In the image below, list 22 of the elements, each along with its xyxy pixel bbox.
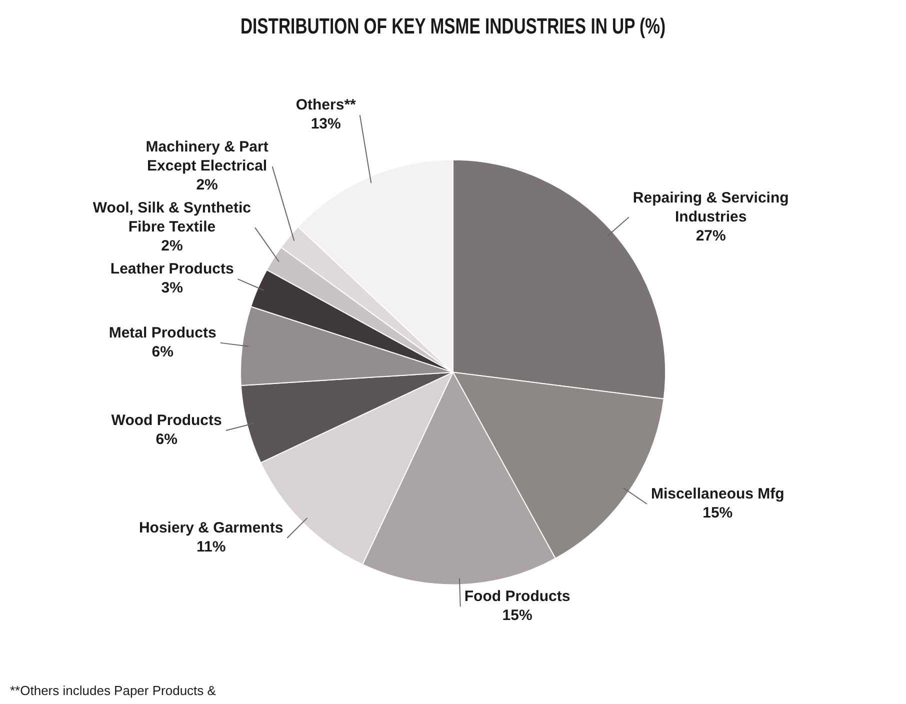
data-label: 13% — [310, 116, 341, 133]
data-label: 15% — [702, 504, 733, 522]
slice-label: Wool, Silk & Synthetic Fibre Textile — [92, 200, 252, 236]
data-label: 2% — [161, 238, 183, 255]
slice-label: Hosiery & Garments — [138, 520, 284, 537]
slice-label: Machinery & Part Except Electrical — [146, 138, 268, 175]
data-label: 27% — [696, 227, 726, 244]
slice-label: Wood Products — [111, 412, 222, 430]
slice-label: Others** — [296, 96, 356, 114]
data-label: 6% — [156, 431, 178, 448]
data-label: 15% — [502, 607, 532, 624]
slice-label: Repairing & Servicing Industries — [632, 189, 789, 226]
slice-label: Metal Products — [108, 324, 216, 342]
slice-label: Miscellaneous Mfg — [650, 486, 784, 503]
slice-label: Food Products — [464, 588, 570, 606]
slice-label: Leather Products — [110, 260, 234, 278]
data-label: 11% — [196, 538, 226, 556]
data-label: 3% — [161, 280, 183, 297]
text: **Others includes Paper Products & — [10, 683, 216, 698]
data-label: 2% — [196, 176, 218, 194]
data-label: 6% — [152, 343, 174, 360]
chart-title: DISTRIBUTION OF KEY MSME INDUSTRIES IN UP (%) — [240, 14, 666, 39]
